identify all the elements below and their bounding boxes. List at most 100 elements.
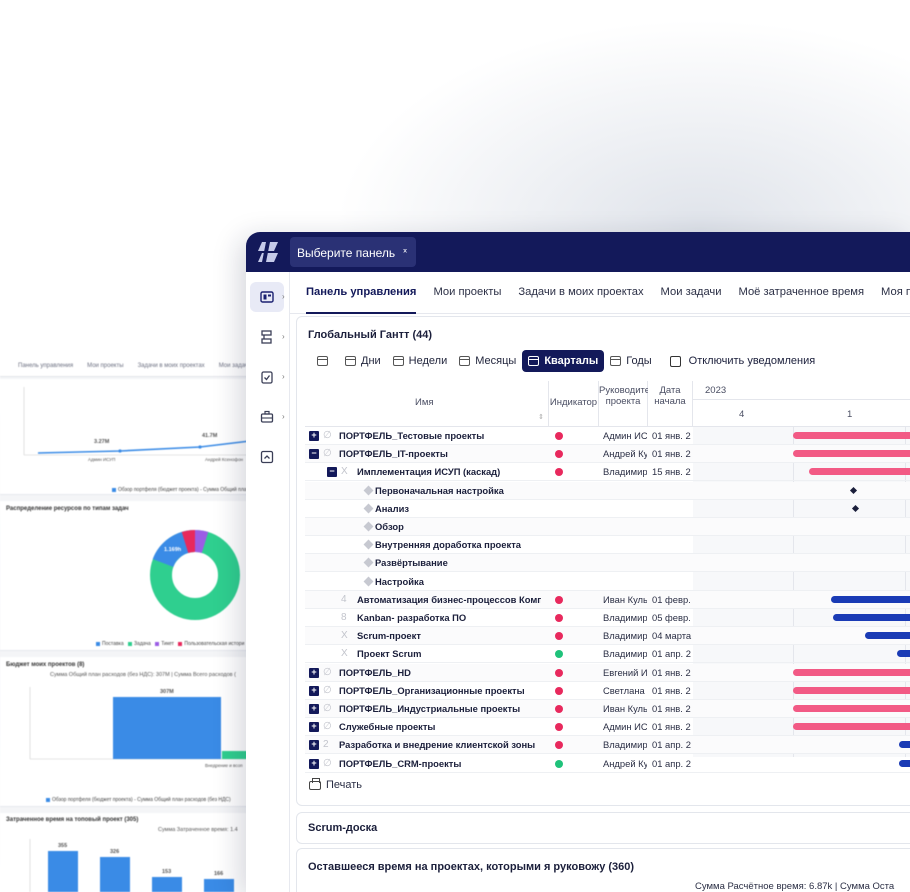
expand-icon[interactable]: +	[309, 685, 319, 696]
sidebar-collapse-button[interactable]	[250, 442, 284, 472]
row-name[interactable]: Внутренняя доработка проекта	[375, 539, 521, 551]
row-name[interactable]: Первоначальная настройка	[375, 484, 504, 496]
row-name[interactable]: ПОРТФЕЛЬ_Индустриальные проекты	[339, 703, 521, 714]
collapse-icon[interactable]: −	[309, 449, 319, 460]
notifications-checkbox[interactable]	[669, 355, 681, 367]
col-name-header[interactable]: Имя ⇕	[305, 381, 549, 427]
row-name[interactable]: Анализ	[375, 502, 410, 514]
row-name[interactable]: ПОРТФЕЛЬ_Тестовые проекты	[339, 430, 485, 441]
tab-my-projects[interactable]: Мои проекты	[433, 286, 502, 298]
gantt-bar[interactable]	[793, 705, 910, 712]
row-start-date: 15 янв. 2	[652, 466, 691, 478]
tab-my-visits[interactable]: Моя посе	[881, 286, 910, 298]
bg-chart3-bar-label: 307М	[160, 689, 174, 695]
scale-months-button[interactable]: Месяцы	[453, 350, 522, 372]
row-type-icon: X	[341, 466, 348, 478]
table-row[interactable]: Первоначальная настройка	[305, 481, 910, 500]
table-row[interactable]: 8 Kanban- разработка ПО Владимир 05 февр.	[305, 609, 910, 627]
row-name[interactable]: Развёртывание	[375, 557, 448, 569]
bg-chart4-label: 326	[110, 849, 120, 855]
gantt-bar[interactable]	[865, 632, 910, 640]
scale-days-button[interactable]: Дни	[339, 350, 387, 372]
gantt-bar[interactable]	[793, 686, 910, 694]
table-row[interactable]: Развёртывание	[305, 554, 910, 573]
row-name[interactable]: ПОРТФЕЛЬ_HD	[339, 666, 411, 678]
print-button[interactable]: Печать	[309, 777, 362, 791]
row-start-date: 01 янв. 2	[652, 666, 691, 678]
row-name[interactable]: Kanban- разработка ПО	[357, 612, 467, 623]
col-indicator-header[interactable]: Индикатор	[549, 381, 599, 427]
gantt-bar[interactable]	[793, 432, 910, 439]
collapse-icon[interactable]: −	[327, 467, 337, 478]
col-manager-header[interactable]: Руководите проекта	[599, 381, 650, 427]
table-row[interactable]: + ∅ ПОРТФЕЛЬ_Тестовые проекты Админ ИС 01 ян…	[305, 427, 910, 445]
tab-dashboard[interactable]: Панель управления	[306, 272, 417, 314]
gantt-bar[interactable]	[793, 668, 910, 676]
sidebar-item-dashboard[interactable]	[250, 282, 284, 312]
row-name[interactable]: Проект Scrum	[357, 648, 422, 660]
expand-icon[interactable]: +	[309, 722, 319, 733]
table-row[interactable]: Настройка	[305, 573, 910, 591]
row-start-date: 05 февр.	[652, 612, 691, 623]
gantt-bar[interactable]	[831, 595, 910, 603]
tab-my-tasks[interactable]: Мои задачи	[660, 286, 722, 298]
sidebar-item-portfolio[interactable]	[250, 402, 284, 432]
sidebar: › › › ›	[246, 272, 290, 892]
gantt-milestone[interactable]	[849, 486, 858, 494]
expand-icon[interactable]: +	[309, 758, 319, 769]
expand-icon[interactable]: +	[309, 704, 319, 714]
expand-icon[interactable]: +	[309, 431, 319, 441]
scale-years-button[interactable]: Годы	[604, 350, 657, 372]
row-manager: Владимир	[603, 739, 647, 751]
table-row[interactable]: X Проект Scrum Владимир 01 апр. 2	[305, 645, 910, 664]
row-name[interactable]: Автоматизация бизнес-процессов Компа	[357, 593, 541, 605]
scrum-card: Scrum-доска	[296, 812, 910, 844]
row-name[interactable]: Разработка и внедрение клиентской зоны	[339, 739, 536, 751]
row-name[interactable]: Обзор	[375, 521, 404, 532]
table-row[interactable]: X Scrum-проект Владимир 04 марта	[305, 627, 910, 646]
row-name[interactable]: Настройка	[375, 575, 424, 587]
gantt-milestone[interactable]	[851, 504, 860, 512]
gantt-bar[interactable]	[899, 759, 910, 767]
row-name[interactable]: Служебные проекты	[339, 721, 436, 733]
table-row[interactable]: + ∅ ПОРТФЕЛЬ_Организационные проекты Светла…	[305, 682, 910, 700]
table-row[interactable]: + ∅ ПОРТФЕЛЬ_Индустриальные проекты Иван Ку…	[305, 700, 910, 718]
row-name[interactable]: ПОРТФЕЛЬ_CRM-проекты	[339, 757, 462, 769]
printer-icon	[309, 777, 321, 790]
col-start-header[interactable]: Дата начала	[648, 381, 693, 427]
row-manager: Андрей Ку	[603, 448, 647, 460]
table-row[interactable]: + ∅ ПОРТФЕЛЬ_CRM-проекты Андрей Ку 01 апр. 2	[305, 755, 910, 773]
sidebar-item-tasks[interactable]	[250, 362, 284, 392]
table-row[interactable]: +2 Разработка и внедрение клиентской зоны…	[305, 736, 910, 755]
gantt-bar[interactable]	[833, 614, 910, 621]
row-name[interactable]: ПОРТФЕЛЬ_Организационные проекты	[339, 684, 525, 696]
gantt-bar[interactable]	[809, 468, 910, 476]
tab-tasks-in-my-projects[interactable]: Задачи в моих проектах	[518, 286, 644, 298]
calendar-button[interactable]	[311, 350, 339, 372]
bg-chart3-subtitle: Сумма Общий план расходов (без НДС): 307…	[50, 672, 236, 678]
table-row[interactable]: + ∅ ПОРТФЕЛЬ_HD Евгений И 01 янв. 2	[305, 663, 910, 682]
scale-quarters-button[interactable]: Кварталы	[522, 350, 605, 372]
table-row[interactable]: Обзор	[305, 518, 910, 536]
expand-icon[interactable]: +	[309, 740, 319, 751]
table-row[interactable]: Анализ	[305, 500, 910, 518]
table-row[interactable]: + ∅ Служебные проекты Админ ИС 01 янв. 2	[305, 718, 910, 737]
scale-weeks-button[interactable]: Недели	[387, 350, 454, 372]
table-row[interactable]: − ∅ ПОРТФЕЛЬ_IT-проекты Андрей Ку 01 янв. 2	[305, 445, 910, 464]
table-row[interactable]: 4 Автоматизация бизнес-процессов Компа Ива…	[305, 590, 910, 609]
expand-icon[interactable]: +	[309, 667, 319, 678]
gantt-bar[interactable]	[793, 723, 910, 731]
table-row[interactable]: − X Имплементация ИСУП (каскад) Владимир 15 …	[305, 463, 910, 482]
row-name[interactable]: ПОРТФЕЛЬ_IT-проекты	[339, 448, 448, 460]
row-name[interactable]: Имплементация ИСУП (каскад)	[357, 466, 501, 478]
gantt-bar[interactable]	[899, 741, 910, 749]
gantt-bar[interactable]	[897, 650, 910, 658]
panel-select[interactable]: Выберите панель ‸ ˇ	[290, 237, 416, 267]
row-manager: Светлана	[603, 684, 645, 696]
sidebar-item-hierarchy[interactable]	[250, 322, 284, 352]
table-row[interactable]: Внутренняя доработка проекта	[305, 536, 910, 555]
row-name[interactable]: Scrum-проект	[357, 630, 421, 642]
tab-my-time-spent[interactable]: Моё затраченное время	[738, 286, 865, 298]
sort-icon[interactable]: ⇕	[538, 414, 544, 421]
gantt-bar[interactable]	[793, 450, 910, 458]
